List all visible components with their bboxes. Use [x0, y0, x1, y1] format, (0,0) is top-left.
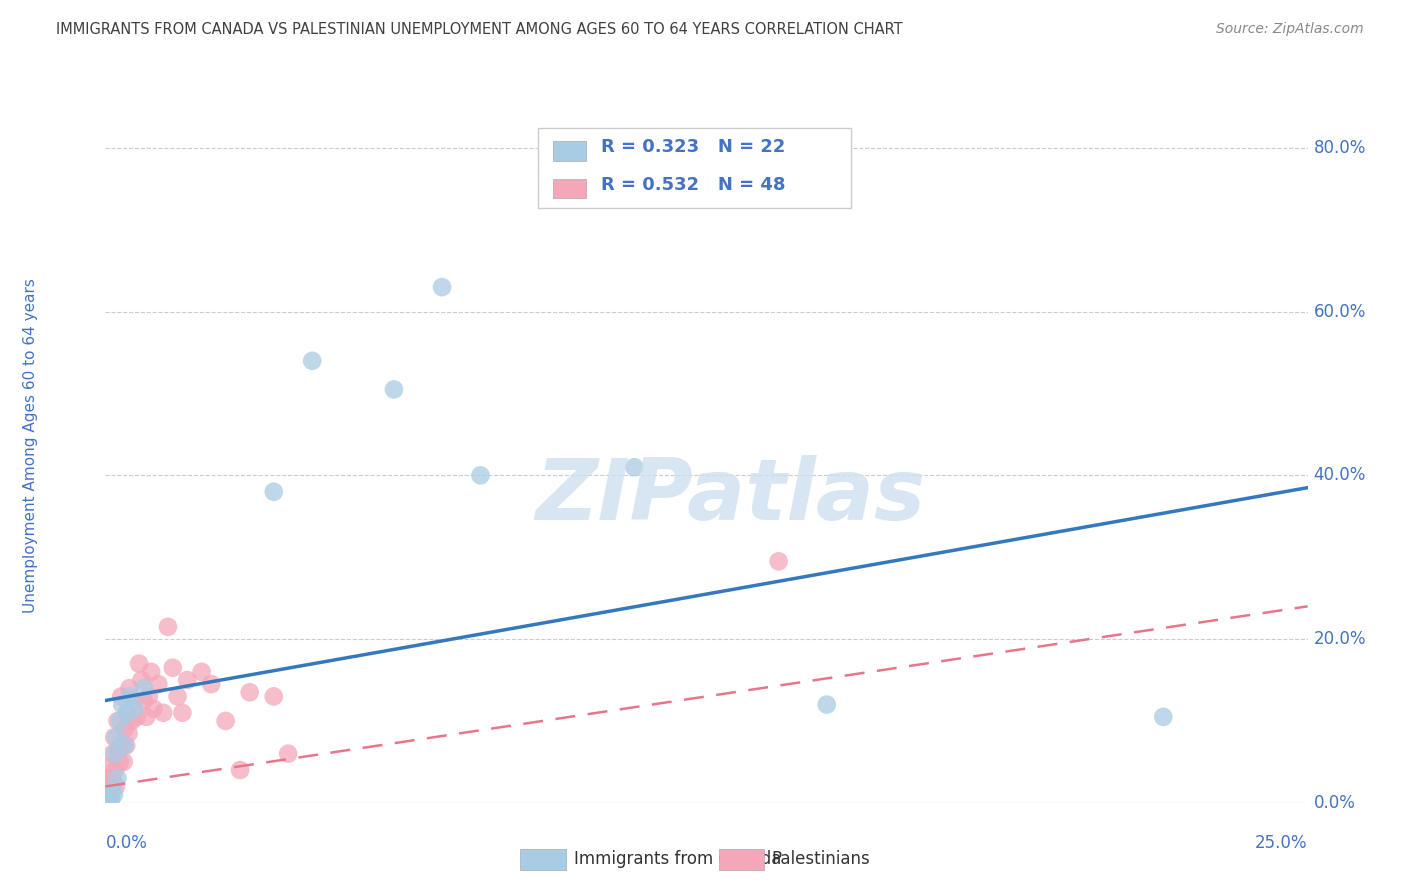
Text: 25.0%: 25.0%: [1256, 834, 1308, 852]
Point: [815, 698, 838, 712]
Text: R = 0.532   N = 48: R = 0.532 N = 48: [600, 176, 785, 194]
Point: [100, 759, 122, 773]
Point: [100, 791, 122, 805]
Point: [101, 747, 124, 761]
Point: [118, 690, 141, 704]
Point: [430, 280, 453, 294]
Text: ZIPatlas: ZIPatlas: [536, 455, 925, 538]
Point: [200, 677, 222, 691]
Point: [156, 620, 179, 634]
Text: Immigrants from Canada: Immigrants from Canada: [574, 850, 782, 868]
Text: 0.0%: 0.0%: [1313, 794, 1355, 812]
Point: [118, 681, 141, 696]
Point: [135, 710, 157, 724]
Point: [104, 763, 127, 777]
Point: [103, 731, 125, 745]
Point: [121, 714, 143, 728]
Point: [132, 693, 155, 707]
Point: [142, 701, 165, 715]
Point: [152, 706, 174, 720]
Text: 80.0%: 80.0%: [1313, 139, 1367, 157]
Point: [103, 788, 125, 802]
Point: [98, 791, 121, 805]
Point: [96, 791, 118, 805]
Point: [105, 731, 128, 745]
Text: 60.0%: 60.0%: [1313, 302, 1367, 321]
Point: [138, 690, 160, 704]
Point: [229, 763, 252, 777]
Point: [172, 706, 194, 720]
Text: 20.0%: 20.0%: [1313, 630, 1367, 648]
Point: [101, 783, 124, 797]
Point: [214, 714, 236, 728]
Point: [166, 690, 188, 704]
Point: [115, 706, 138, 720]
Point: [277, 747, 299, 761]
Point: [107, 771, 129, 785]
Point: [132, 681, 155, 696]
Point: [623, 460, 645, 475]
Point: [111, 739, 134, 753]
Point: [108, 714, 131, 728]
FancyBboxPatch shape: [718, 849, 765, 871]
Point: [105, 780, 128, 794]
Point: [107, 742, 129, 756]
Point: [108, 755, 131, 769]
Point: [100, 771, 122, 785]
Point: [301, 353, 323, 368]
Point: [263, 484, 285, 499]
Text: Unemployment Among Ages 60 to 64 years: Unemployment Among Ages 60 to 64 years: [24, 278, 38, 614]
Point: [114, 739, 136, 753]
Text: IMMIGRANTS FROM CANADA VS PALESTINIAN UNEMPLOYMENT AMONG AGES 60 TO 64 YEARS COR: IMMIGRANTS FROM CANADA VS PALESTINIAN UN…: [56, 22, 903, 37]
Point: [115, 706, 138, 720]
Point: [148, 677, 170, 691]
Text: R = 0.323   N = 22: R = 0.323 N = 22: [600, 138, 785, 156]
Point: [114, 722, 136, 736]
Point: [470, 468, 492, 483]
Point: [97, 780, 120, 794]
Point: [162, 661, 184, 675]
Point: [98, 788, 121, 802]
Point: [110, 690, 132, 704]
Point: [124, 701, 146, 715]
Point: [263, 690, 285, 704]
Point: [117, 726, 139, 740]
Point: [128, 657, 150, 671]
Point: [115, 739, 138, 753]
Point: [125, 710, 148, 724]
Text: Source: ZipAtlas.com: Source: ZipAtlas.com: [1216, 22, 1364, 37]
Point: [382, 383, 405, 397]
Point: [98, 783, 121, 797]
FancyBboxPatch shape: [538, 128, 851, 208]
Point: [139, 665, 162, 679]
Point: [190, 665, 212, 679]
Point: [98, 771, 121, 785]
Point: [111, 698, 134, 712]
Point: [176, 673, 198, 687]
Point: [1152, 710, 1174, 724]
Point: [239, 685, 262, 699]
Point: [107, 714, 129, 728]
Point: [112, 755, 135, 769]
Point: [97, 788, 120, 802]
Point: [104, 747, 127, 761]
Point: [131, 673, 153, 687]
FancyBboxPatch shape: [553, 178, 586, 198]
Text: Palestinians: Palestinians: [772, 850, 870, 868]
Point: [124, 693, 146, 707]
Point: [768, 554, 790, 568]
Text: 40.0%: 40.0%: [1313, 467, 1367, 484]
Text: 0.0%: 0.0%: [105, 834, 148, 852]
FancyBboxPatch shape: [553, 141, 586, 161]
FancyBboxPatch shape: [520, 849, 565, 871]
Point: [103, 775, 125, 789]
